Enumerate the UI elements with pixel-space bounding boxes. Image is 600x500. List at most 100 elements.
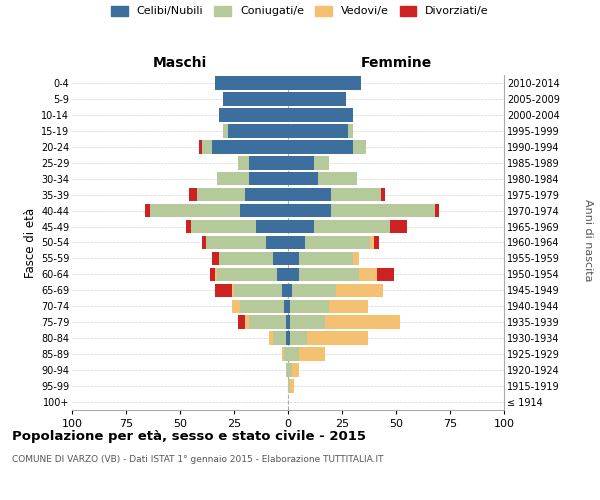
Bar	[288, 76, 361, 90]
Bar	[288, 140, 353, 153]
Bar	[210, 268, 215, 281]
Bar	[241, 204, 288, 218]
Bar	[219, 108, 288, 122]
Bar	[288, 348, 299, 361]
Bar	[245, 188, 288, 202]
Bar	[377, 268, 394, 281]
Bar	[288, 316, 290, 329]
Bar	[234, 284, 281, 297]
Bar	[288, 300, 290, 313]
Text: Anni di nascita: Anni di nascita	[583, 198, 593, 281]
Bar	[277, 268, 288, 281]
Bar	[145, 204, 150, 218]
Bar	[245, 316, 249, 329]
Bar	[286, 316, 288, 329]
Bar	[223, 92, 288, 106]
Bar	[238, 316, 245, 329]
Bar	[249, 172, 288, 186]
Bar	[286, 332, 288, 345]
Y-axis label: Fasce di età: Fasce di età	[23, 208, 37, 278]
Bar	[299, 252, 353, 265]
Bar	[288, 124, 349, 138]
Bar	[217, 268, 277, 281]
Bar	[249, 156, 288, 170]
Bar	[266, 236, 288, 250]
Bar	[325, 316, 400, 329]
Bar	[318, 172, 357, 186]
Bar	[288, 156, 314, 170]
Bar	[284, 300, 288, 313]
Bar	[290, 316, 325, 329]
Bar	[374, 236, 379, 250]
Bar	[288, 252, 299, 265]
Legend: Celibi/Nubili, Coniugati/e, Vedovi/e, Divorziati/e: Celibi/Nubili, Coniugati/e, Vedovi/e, Di…	[111, 6, 489, 16]
Bar	[292, 364, 299, 377]
Bar	[217, 172, 249, 186]
Bar	[281, 284, 288, 297]
Bar	[150, 204, 241, 218]
Bar	[273, 332, 286, 345]
Bar	[227, 124, 288, 138]
Bar	[241, 300, 284, 313]
Bar	[299, 348, 325, 361]
Bar	[305, 236, 370, 250]
Bar	[288, 268, 299, 281]
Bar	[314, 220, 389, 234]
Bar	[202, 236, 206, 250]
Bar	[273, 252, 288, 265]
Bar	[288, 236, 305, 250]
Bar	[370, 236, 374, 250]
Bar	[290, 380, 295, 393]
Bar	[219, 252, 273, 265]
Bar	[381, 188, 385, 202]
Bar	[215, 284, 232, 297]
Text: Maschi: Maschi	[153, 56, 207, 70]
Bar	[232, 284, 234, 297]
Bar	[288, 284, 292, 297]
Bar	[187, 220, 191, 234]
Bar	[353, 140, 366, 153]
Bar	[232, 300, 241, 313]
Bar	[284, 348, 288, 361]
Bar	[290, 332, 307, 345]
Bar	[199, 140, 202, 153]
Bar	[331, 188, 381, 202]
Text: Popolazione per età, sesso e stato civile - 2015: Popolazione per età, sesso e stato civil…	[12, 430, 366, 443]
Bar	[331, 204, 435, 218]
Bar	[435, 204, 439, 218]
Bar	[353, 252, 359, 265]
Bar	[256, 220, 288, 234]
Bar	[292, 284, 335, 297]
Bar	[191, 220, 256, 234]
Bar	[335, 284, 383, 297]
Bar	[314, 156, 329, 170]
Bar	[281, 348, 284, 361]
Bar	[202, 140, 212, 153]
Bar	[197, 188, 245, 202]
Bar	[288, 364, 292, 377]
Bar	[215, 76, 288, 90]
Bar	[288, 172, 318, 186]
Bar	[288, 204, 331, 218]
Bar	[349, 124, 353, 138]
Bar	[215, 268, 217, 281]
Bar	[286, 364, 288, 377]
Bar	[288, 332, 290, 345]
Bar	[288, 92, 346, 106]
Bar	[389, 220, 407, 234]
Bar	[329, 300, 368, 313]
Bar	[223, 124, 227, 138]
Bar	[269, 332, 273, 345]
Bar	[290, 300, 329, 313]
Bar	[206, 236, 266, 250]
Bar	[212, 252, 219, 265]
Bar	[288, 188, 331, 202]
Bar	[249, 316, 286, 329]
Bar	[288, 220, 314, 234]
Bar	[238, 156, 249, 170]
Bar	[188, 188, 197, 202]
Bar	[288, 108, 353, 122]
Text: Femmine: Femmine	[361, 56, 431, 70]
Bar	[288, 380, 290, 393]
Bar	[299, 268, 359, 281]
